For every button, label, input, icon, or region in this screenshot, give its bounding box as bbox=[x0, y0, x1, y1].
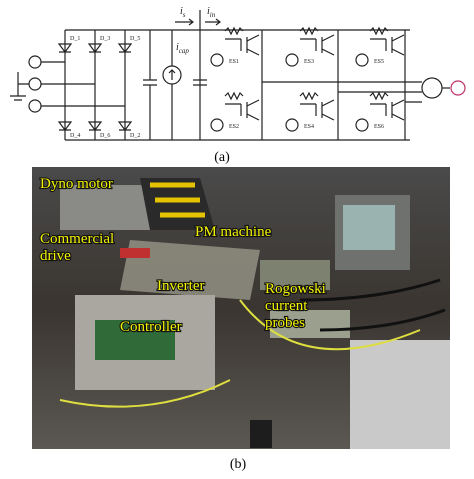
schematic: D_1 D_3 D_5 D_4 D_6 D_2 is iin icap ES1E… bbox=[10, 6, 466, 165]
ac-source bbox=[10, 55, 125, 113]
resistor bbox=[369, 91, 389, 101]
diode-label: D_2 bbox=[130, 133, 140, 139]
source-label: ES6 bbox=[374, 124, 384, 130]
diode-label: D_4 bbox=[70, 133, 80, 139]
switch bbox=[370, 34, 405, 56]
excitation-source bbox=[210, 53, 224, 67]
resistor bbox=[224, 91, 244, 101]
source-label: ES5 bbox=[374, 59, 384, 65]
current-label: icap bbox=[176, 42, 189, 55]
photo-label-line: Inverter bbox=[157, 278, 204, 294]
photo-labels: Dyno motor Commercial drive PM machine Inver… bbox=[39, 175, 327, 336]
photo-label-line: drive bbox=[40, 248, 71, 264]
resistor bbox=[369, 26, 389, 36]
photo-label: PM machine bbox=[195, 224, 272, 240]
dc-capacitor bbox=[193, 10, 207, 140]
capacitor bbox=[143, 30, 157, 140]
excitation-source bbox=[285, 53, 299, 67]
current-label: is bbox=[180, 6, 186, 19]
photo-label-line: current bbox=[265, 298, 308, 314]
diode-label: D_3 bbox=[100, 36, 110, 42]
current-label: iin bbox=[207, 6, 216, 19]
photo-label-line: Commercial bbox=[40, 231, 114, 247]
switch bbox=[225, 34, 260, 56]
photo-label: Controller bbox=[120, 319, 182, 335]
excitation-source bbox=[210, 118, 224, 132]
switch bbox=[300, 99, 335, 121]
switch bbox=[370, 99, 405, 121]
photo-label: Inverter bbox=[157, 278, 204, 294]
caption: (b) bbox=[230, 457, 247, 472]
diodes bbox=[57, 43, 133, 131]
photo-label-line: Controller bbox=[120, 319, 182, 335]
resistor bbox=[224, 26, 244, 36]
source-label: ES2 bbox=[229, 124, 239, 130]
switch bbox=[300, 34, 335, 56]
motor bbox=[421, 77, 443, 99]
diode-label: D_6 bbox=[100, 133, 110, 139]
photo-label-line: Rogowski bbox=[265, 281, 326, 297]
source-label: ES3 bbox=[304, 59, 314, 65]
rectifier-wires bbox=[64, 29, 200, 141]
diode-label: D_5 bbox=[130, 36, 140, 42]
photo-label: Rogowski current probes bbox=[265, 281, 326, 331]
excitation-source bbox=[285, 118, 299, 132]
photo-label-line: Dyno motor bbox=[40, 176, 113, 192]
photo-label: Dyno motor bbox=[40, 176, 113, 192]
photo-label: Commercial drive bbox=[40, 231, 114, 264]
photo-label-line: probes bbox=[265, 315, 305, 331]
source-label: ES1 bbox=[229, 59, 239, 65]
photo: Dyno motor Commercial drive PM machine Inver… bbox=[32, 167, 450, 472]
excitation-source bbox=[355, 118, 369, 132]
source-label: ES4 bbox=[304, 124, 314, 130]
photo-label-line: PM machine bbox=[195, 224, 272, 240]
diode-label: D_1 bbox=[70, 36, 80, 42]
excitation-source bbox=[355, 53, 369, 67]
inverter: ES1 ES2 ES3 ES4 ES5 ES6 bbox=[210, 26, 466, 140]
resistor bbox=[299, 26, 319, 36]
resistor bbox=[299, 91, 319, 101]
switch bbox=[225, 99, 260, 121]
caption: (a) bbox=[214, 150, 230, 165]
